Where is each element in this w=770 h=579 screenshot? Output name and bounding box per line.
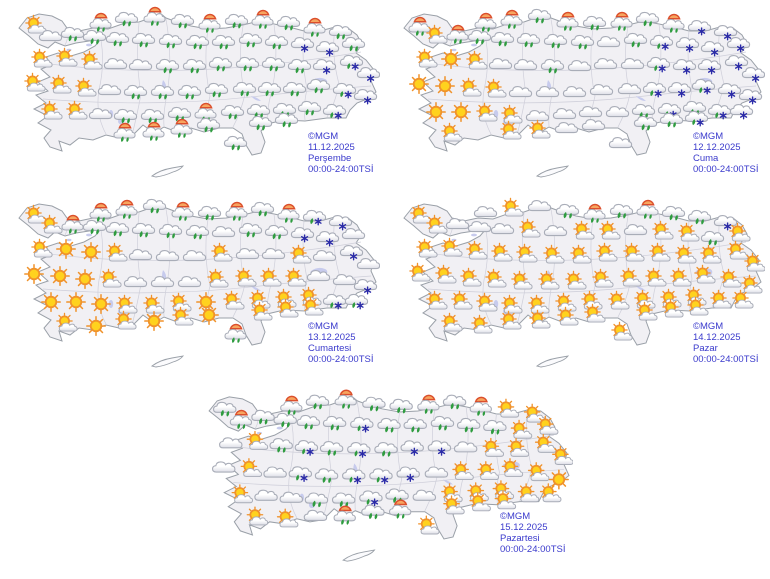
suncloud-icon [498,399,518,417]
map-hours: 00:00-24:00TSİ [500,544,566,555]
forecast-map-panel-sunday: ©MGM 14.12.2025 Pazar 00:00-24:00TSİ [390,194,765,379]
cloud-icon [609,138,631,148]
sun-icon [434,75,456,97]
forecast-map-panel-friday: ©MGM 12.12.2025 Cuma 00:00-24:00TSİ [390,4,765,189]
suncloud-icon [503,198,523,216]
sun-icon [65,291,87,313]
map-date: 15.12.2025 [500,522,548,533]
sun-icon [440,48,462,70]
map-label: ©MGM 11.12.2025 Perşembe 00:00-24:00TSİ [308,131,386,175]
map-label: ©MGM 15.12.2025 Pazartesi 00:00-24:00TSİ [500,511,578,555]
sun-icon [425,101,447,123]
sun-icon [408,73,430,95]
rainsnow-icon [685,111,707,125]
map-copyright: ©MGM [308,131,339,142]
forecast-map-panel-monday: ©MGM 15.12.2025 Pazartesi 00:00-24:00TSİ [195,386,573,574]
rain-icon [660,113,682,127]
sun-icon [55,238,77,260]
cloud-icon [474,207,496,217]
map-date: 11.12.2025 [308,142,355,153]
map-copyright: ©MGM [693,131,724,142]
sun-icon [548,469,570,490]
cloud-icon [528,201,550,211]
map-hours: 00:00-24:00TSİ [693,164,759,175]
forecast-map-panel-thursday: ©MGM 11.12.2025 Perşembe 00:00-24:00TSİ [5,4,380,189]
map-date: 14.12.2025 [693,332,741,343]
map-label: ©MGM 14.12.2025 Pazar 00:00-24:00TSİ [693,321,770,365]
map-hours: 00:00-24:00TSİ [308,164,374,175]
snow-icon [730,105,752,119]
rainsnow-icon [345,294,367,308]
forecast-map-panel-saturday: ©MGM 13.12.2025 Cumartesi 00:00-24:00TSİ [5,194,380,379]
rain-icon [362,505,384,520]
map-day: Cumartesi [308,343,352,354]
map-label: ©MGM 12.12.2025 Cuma 00:00-24:00TSİ [693,131,770,175]
rain-icon [275,113,297,127]
map-day: Perşembe [308,153,352,164]
map-day: Cuma [693,153,719,164]
sun-icon [198,304,220,326]
rain-icon [224,136,246,150]
sun-icon [85,315,107,337]
map-hours: 00:00-24:00TSİ [693,354,759,365]
sun-icon [23,263,45,285]
sun-icon [74,268,96,290]
sun-icon [90,293,112,315]
map-copyright: ©MGM [693,321,724,332]
map-date: 13.12.2025 [308,332,356,343]
map-copyright: ©MGM [308,321,339,332]
sun-icon [450,101,472,123]
map-day: Pazartesi [500,533,540,544]
sun-icon [143,310,165,332]
map-hours: 00:00-24:00TSİ [308,354,374,365]
map-copyright: ©MGM [500,511,531,522]
sun-icon [80,241,102,263]
map-date: 12.12.2025 [693,142,741,153]
map-day: Pazar [693,343,718,354]
sun-icon [195,291,217,313]
sun-icon [49,265,71,287]
sun-icon [40,291,62,313]
map-label: ©MGM 13.12.2025 Cumartesi 00:00-24:00TSİ [308,321,386,365]
